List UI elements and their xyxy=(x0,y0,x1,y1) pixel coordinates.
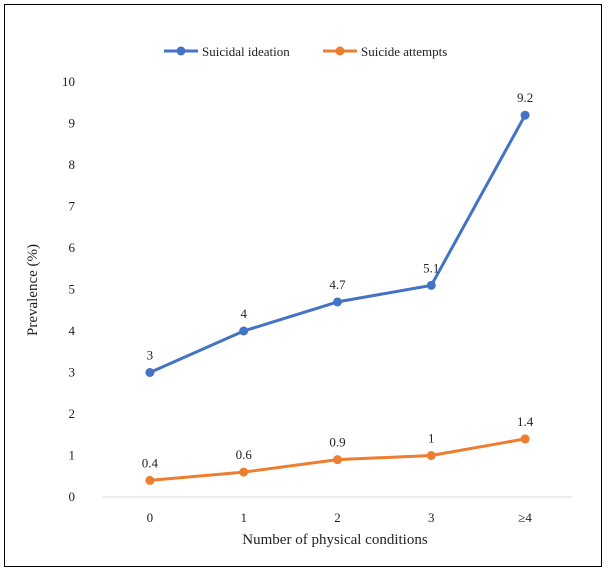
series-line-suicidal-ideation xyxy=(148,113,527,374)
legend-entry-suicidal-ideation: Suicidal ideation xyxy=(164,44,290,59)
data-label-suicide-attempts: 1.4 xyxy=(517,414,534,429)
y-tick-label: 4 xyxy=(69,323,76,338)
data-label-suicidal-ideation: 9.2 xyxy=(517,90,533,105)
series-points xyxy=(145,110,530,485)
y-axis-title: Prevalence (%) xyxy=(25,244,41,336)
y-tick-label: 7 xyxy=(69,199,76,214)
data-label-suicide-attempts: 0.4 xyxy=(142,455,159,470)
x-tick-label: 3 xyxy=(428,510,435,525)
data-label-suicide-attempts: 0.6 xyxy=(236,447,253,462)
x-tick-label: 0 xyxy=(147,510,154,525)
y-tick-label: 6 xyxy=(69,240,76,255)
y-tick-label: 2 xyxy=(69,406,76,421)
legend-marker-suicide-attempts xyxy=(335,46,345,56)
data-label-suicidal-ideation: 4 xyxy=(240,306,247,321)
legend-label-suicide-attempts: Suicide attempts xyxy=(361,44,447,59)
data-point-suicide-attempts xyxy=(333,455,342,465)
data-point-suicide-attempts xyxy=(239,467,249,477)
y-axis-tick-labels: 0 1 2 3 4 5 6 7 8 9 10 xyxy=(62,74,76,504)
data-label-suicidal-ideation: 3 xyxy=(147,348,154,363)
data-point-suicidal-ideation xyxy=(239,326,249,336)
data-point-suicide-attempts xyxy=(426,451,436,460)
data-point-suicidal-ideation xyxy=(333,297,342,307)
chart-legend: Suicidal ideation Suicide attempts xyxy=(164,44,447,59)
x-tick-label: ≥4 xyxy=(518,510,532,525)
legend-label-suicidal-ideation: Suicidal ideation xyxy=(202,44,290,59)
data-label-suicide-attempts: 0.9 xyxy=(329,435,345,450)
y-tick-label: 1 xyxy=(69,448,76,463)
data-label-suicidal-ideation: 5.1 xyxy=(423,260,439,275)
y-tick-label: 0 xyxy=(69,489,76,504)
x-tick-label: 2 xyxy=(334,510,341,525)
y-tick-label: 3 xyxy=(69,365,76,380)
y-tick-label: 10 xyxy=(62,74,75,89)
data-point-suicide-attempts xyxy=(520,434,530,444)
x-axis-title: Number of physical conditions xyxy=(242,532,428,548)
data-point-suicidal-ideation xyxy=(145,368,155,377)
y-tick-label: 8 xyxy=(69,157,76,172)
y-tick-label: 9 xyxy=(69,116,76,131)
chart-frame xyxy=(4,4,602,567)
data-labels: 3 4 4.7 5.1 9.2 0.4 0.6 0.9 1 1.4 xyxy=(142,90,534,470)
data-point-suicidal-ideation xyxy=(426,280,436,290)
data-point-suicide-attempts xyxy=(145,475,155,485)
data-point-suicidal-ideation xyxy=(520,110,530,120)
x-tick-label: 1 xyxy=(240,510,247,525)
legend-marker-suicidal-ideation xyxy=(176,46,186,56)
x-axis-tick-labels: 0 1 2 3 ≥4 xyxy=(147,510,533,525)
data-label-suicidal-ideation: 4.7 xyxy=(329,277,346,292)
legend-entry-suicide-attempts: Suicide attempts xyxy=(323,44,447,59)
y-tick-label: 5 xyxy=(69,282,76,297)
data-label-suicide-attempts: 1 xyxy=(428,431,435,446)
